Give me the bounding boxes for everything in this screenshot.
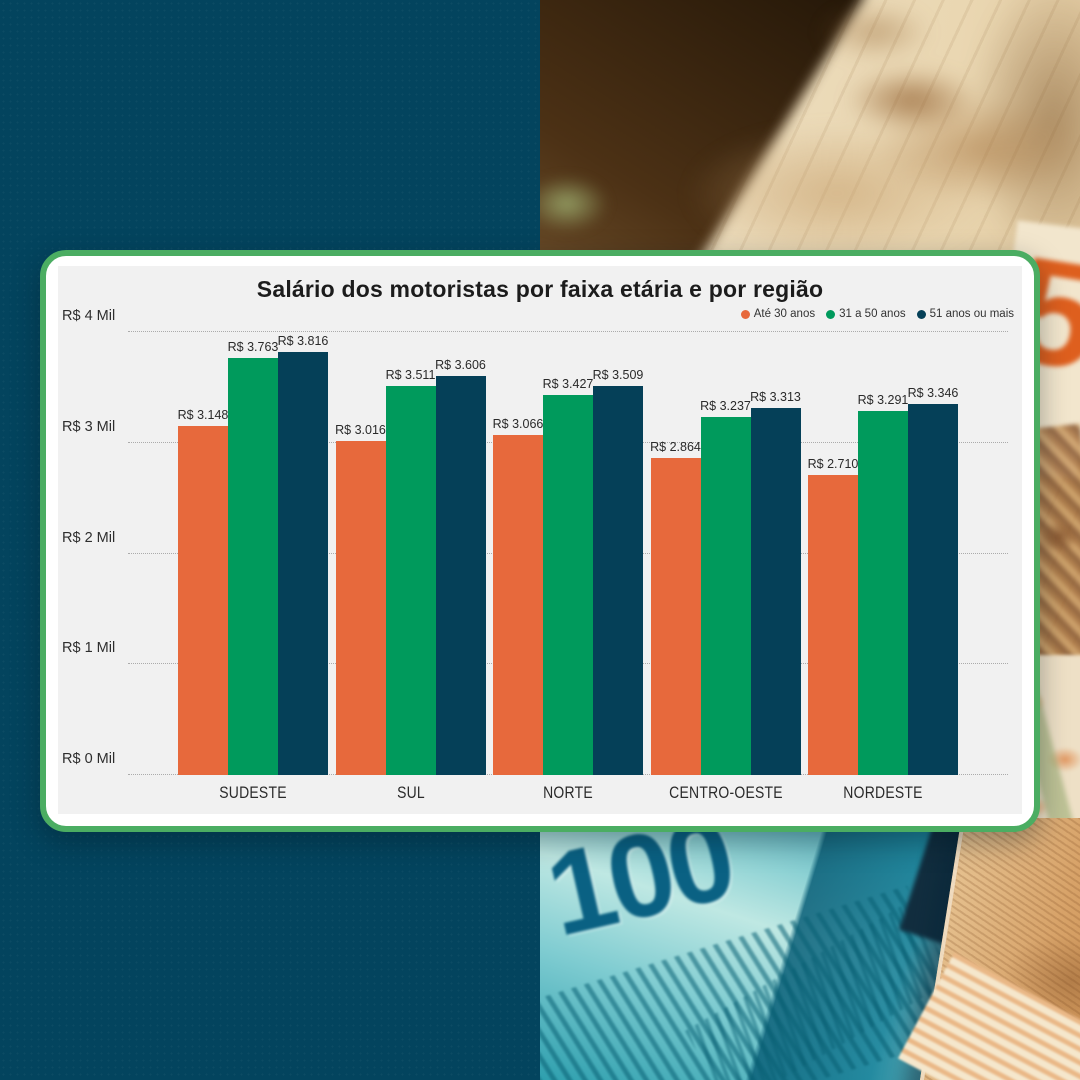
legend-item: Até 30 anos [740,308,816,320]
y-axis-tick-label: R$ 0 Mil [62,751,116,767]
banknote-effigy-face [630,0,1080,280]
legend-item: 31 a 50 anos [826,308,906,320]
legend-label: 31 a 50 anos [839,308,906,320]
bar-value-label: R$ 2.864 [650,439,701,454]
bar-group: R$ 2.864 R$ 3.237 R$ 3.313 CENTRO-OESTE [650,332,801,802]
banknote-blue-scene: 100 [540,818,1080,1080]
bar-group: R$ 3.148 R$ 3.763 R$ 3.816 SUDESTE [178,332,329,802]
y-axis-tick-label: R$ 1 Mil [62,640,116,657]
bars-row: R$ 3.148 R$ 3.763 R$ 3.816 SUDESTE R$ 3.016 R… [128,332,1008,802]
y-axis-tick-label: R$ 4 Mil [62,308,116,324]
bar: R$ 3.763 [228,340,278,775]
legend-dot [740,309,750,319]
bar-group: R$ 3.016 R$ 3.511 R$ 3.606 SUL [335,332,486,802]
bar-group: R$ 2.710 R$ 3.291 R$ 3.346 NORDESTE [808,332,959,802]
bar: R$ 2.710 [808,457,858,775]
y-axis-tick-label: R$ 3 Mil [62,418,116,435]
bar-value-label: R$ 3.313 [750,390,801,405]
x-axis-category-label: NORDESTE [843,783,923,802]
chart-title: Salário dos motoristas por faixa etária … [256,276,824,302]
bar: R$ 3.237 [700,399,751,775]
bar: R$ 3.016 [335,423,386,775]
bar: R$ 3.511 [385,368,436,775]
bar-value-label: R$ 3.816 [277,334,329,349]
bar-value-label: R$ 3.066 [492,417,544,432]
x-axis-category-label: SUL [396,783,425,802]
bar: R$ 3.066 [493,417,543,775]
bar: R$ 3.606 [435,358,486,775]
bar: R$ 3.148 [178,408,228,775]
bar-value-label: R$ 3.509 [592,368,644,383]
legend-label: Até 30 anos [753,308,816,320]
plot-area: R$ 0 Mil R$ 1 Mil R$ 2 Mil R$ 3 Mil R$ 4 Mil… [62,308,1008,802]
bar-value-label: R$ 3.763 [227,340,279,355]
bar: R$ 3.509 [593,368,643,775]
bar-value-label: R$ 2.710 [807,456,859,471]
legend-dot [916,309,926,319]
x-axis-category-label: SUDESTE [219,783,287,802]
bar: R$ 3.816 [278,334,328,775]
bar-value-label: R$ 3.237 [700,398,751,413]
bar: R$ 3.346 [908,386,958,775]
bar-value-label: R$ 3.291 [857,392,909,407]
chart-legend: Até 30 anos 31 a 50 anos 51 anos ou mais [740,308,1014,320]
chart-panel: Salário dos motoristas por faixa etária … [58,266,1022,814]
bar: R$ 3.427 [543,377,593,775]
legend-dot [826,309,836,319]
bar-value-label: R$ 3.346 [907,386,959,401]
chart-card: Salário dos motoristas por faixa etária … [40,250,1040,832]
bar-value-label: R$ 3.148 [177,408,229,423]
bar-value-label: R$ 3.016 [335,422,386,437]
bar-value-label: R$ 3.606 [435,357,486,372]
gridline [128,331,1008,332]
legend-label: 51 anos ou mais [929,308,1014,320]
x-axis-category-label: NORTE [543,783,593,802]
bar: R$ 3.291 [858,393,908,775]
bar: R$ 2.864 [650,440,701,775]
y-axis-tick-label: R$ 2 Mil [62,529,116,546]
bar: R$ 3.313 [750,390,801,775]
bar-group: R$ 3.066 R$ 3.427 R$ 3.509 NORTE [493,332,644,802]
x-axis-category-label: CENTRO-OESTE [668,783,783,802]
bar-value-label: R$ 3.427 [542,377,594,392]
legend-item: 51 anos ou mais [916,308,1014,320]
bar-value-label: R$ 3.511 [385,368,436,383]
